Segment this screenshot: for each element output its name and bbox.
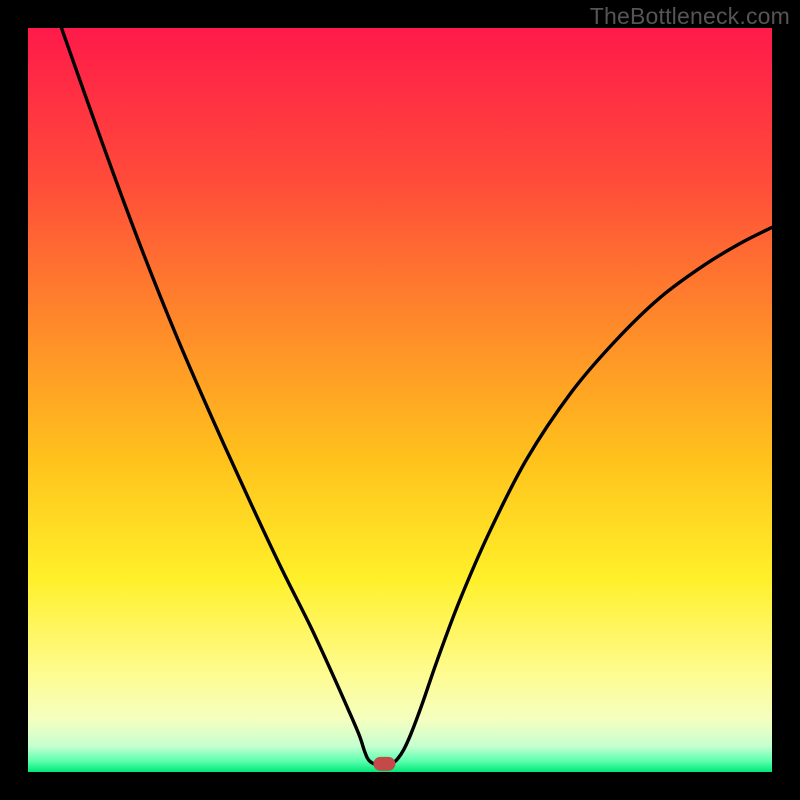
optimum-marker bbox=[373, 757, 395, 771]
gradient-plot-area bbox=[28, 28, 772, 772]
watermark-text: TheBottleneck.com bbox=[590, 3, 790, 30]
chart-stage: TheBottleneck.com bbox=[0, 0, 800, 800]
bottleneck-chart-svg bbox=[0, 0, 800, 800]
